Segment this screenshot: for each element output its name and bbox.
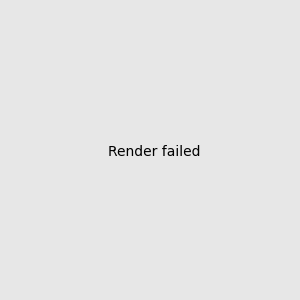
Text: Render failed: Render failed <box>107 145 200 158</box>
